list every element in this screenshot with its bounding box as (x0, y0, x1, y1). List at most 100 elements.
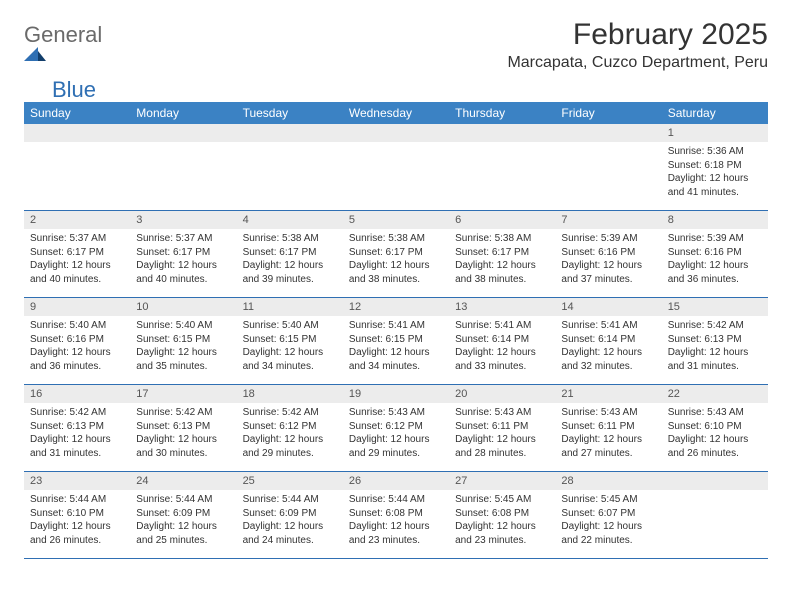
day-number: 16 (24, 385, 130, 403)
day-content: Sunrise: 5:38 AMSunset: 6:17 PMDaylight:… (343, 229, 449, 288)
daylight-line: Daylight: 12 hours and 41 minutes. (668, 172, 762, 199)
daylight-line: Daylight: 12 hours and 33 minutes. (455, 346, 549, 373)
day-content: Sunrise: 5:43 AMSunset: 6:11 PMDaylight:… (555, 403, 661, 462)
sunset-line: Sunset: 6:15 PM (136, 333, 230, 347)
day-content: Sunrise: 5:39 AMSunset: 6:16 PMDaylight:… (662, 229, 768, 288)
sunset-line: Sunset: 6:17 PM (455, 246, 549, 260)
calendar-day-cell (343, 124, 449, 211)
page-title: February 2025 (507, 18, 768, 52)
daylight-line: Daylight: 12 hours and 26 minutes. (668, 433, 762, 460)
calendar-day-cell: 1Sunrise: 5:36 AMSunset: 6:18 PMDaylight… (662, 124, 768, 211)
daylight-line: Daylight: 12 hours and 38 minutes. (455, 259, 549, 286)
sunrise-line: Sunrise: 5:38 AM (455, 232, 549, 246)
header-row: General Blue February 2025 Marcapata, Cu… (24, 18, 768, 102)
calendar-day-cell (24, 124, 130, 211)
day-content: Sunrise: 5:45 AMSunset: 6:07 PMDaylight:… (555, 490, 661, 549)
sunrise-line: Sunrise: 5:44 AM (243, 493, 337, 507)
logo-mark-icon (24, 47, 102, 61)
calendar-week-row: 9 Sunrise: 5:40 AMSunset: 6:16 PM Daylight… (24, 298, 768, 385)
calendar-page: General Blue February 2025 Marcapata, Cu… (0, 0, 792, 612)
sunset-line: Sunset: 6:12 PM (243, 420, 337, 434)
sunset-line: Sunset: 6:08 PM (349, 507, 443, 521)
day-number: 12 (343, 298, 449, 316)
calendar-day-cell: 6Sunrise: 5:38 AMSunset: 6:17 PMDaylight… (449, 211, 555, 298)
day-number (24, 124, 130, 142)
sunrise-line: Sunrise: 5:37 AM (30, 232, 124, 246)
sunrise-line: Sunrise: 5:44 AM (30, 493, 124, 507)
sunset-line: Sunset: 6:13 PM (30, 420, 124, 434)
day-number (662, 472, 768, 490)
day-header: Monday (130, 102, 236, 124)
day-header: Tuesday (237, 102, 343, 124)
sunrise-line: Sunrise: 5:41 AM (561, 319, 655, 333)
day-number (343, 124, 449, 142)
calendar-week-row: 1Sunrise: 5:36 AMSunset: 6:18 PMDaylight… (24, 124, 768, 211)
sunrise-line: Sunrise: 5:38 AM (243, 232, 337, 246)
day-content: Sunrise: 5:43 AMSunset: 6:10 PMDaylight:… (662, 403, 768, 462)
calendar-week-row: 23Sunrise: 5:44 AMSunset: 6:10 PMDayligh… (24, 472, 768, 559)
sunrise-line: Sunrise: 5:42 AM (243, 406, 337, 420)
day-number: 11 (237, 298, 343, 316)
daylight-line: Daylight: 12 hours and 38 minutes. (349, 259, 443, 286)
sunset-line: Sunset: 6:18 PM (668, 159, 762, 173)
sunset-line: Sunset: 6:09 PM (136, 507, 230, 521)
day-content (662, 490, 768, 551)
day-content: Sunrise: 5:40 AMSunset: 6:15 PMDaylight:… (237, 316, 343, 375)
calendar-day-cell: 5Sunrise: 5:38 AMSunset: 6:17 PMDaylight… (343, 211, 449, 298)
day-content: Sunrise: 5:43 AMSunset: 6:11 PMDaylight:… (449, 403, 555, 462)
sunrise-line: Sunrise: 5:43 AM (561, 406, 655, 420)
calendar-week-row: 16Sunrise: 5:42 AMSunset: 6:13 PMDayligh… (24, 385, 768, 472)
sunset-line: Sunset: 6:11 PM (455, 420, 549, 434)
day-content (237, 142, 343, 203)
day-number: 4 (237, 211, 343, 229)
sunrise-line: Sunrise: 5:43 AM (349, 406, 443, 420)
sunrise-line: Sunrise: 5:44 AM (136, 493, 230, 507)
daylight-line: Daylight: 12 hours and 23 minutes. (455, 520, 549, 547)
calendar-day-cell: 3Sunrise: 5:37 AMSunset: 6:17 PMDaylight… (130, 211, 236, 298)
sunset-line: Sunset: 6:10 PM (30, 507, 124, 521)
sunrise-line: Sunrise: 5:38 AM (349, 232, 443, 246)
sunrise-line: Sunrise: 5:43 AM (668, 406, 762, 420)
daylight-line: Daylight: 12 hours and 28 minutes. (455, 433, 549, 460)
sunrise-line: Sunrise: 5:42 AM (136, 406, 230, 420)
calendar-day-cell: 23Sunrise: 5:44 AMSunset: 6:10 PMDayligh… (24, 472, 130, 559)
sunset-line: Sunset: 6:07 PM (561, 507, 655, 521)
day-number: 15 (662, 298, 768, 316)
day-content: Sunrise: 5:38 AMSunset: 6:17 PMDaylight:… (449, 229, 555, 288)
calendar-day-cell: 14Sunrise: 5:41 AMSunset: 6:14 PMDayligh… (555, 298, 661, 385)
sunrise-line: Sunrise: 5:42 AM (668, 319, 762, 333)
day-content: Sunrise: 5:43 AMSunset: 6:12 PMDaylight:… (343, 403, 449, 462)
daylight-line: Daylight: 12 hours and 29 minutes. (243, 433, 337, 460)
day-number: 9 (24, 298, 130, 316)
day-header: Wednesday (343, 102, 449, 124)
sunset-line: Sunset: 6:10 PM (668, 420, 762, 434)
sunset-line: Sunset: 6:17 PM (30, 246, 124, 260)
day-number (555, 124, 661, 142)
day-number: 14 (555, 298, 661, 316)
logo-word2: Blue (52, 77, 96, 102)
day-content (555, 142, 661, 203)
day-content: Sunrise: 5:37 AMSunset: 6:17 PMDaylight:… (24, 229, 130, 288)
calendar-day-cell: 22Sunrise: 5:43 AMSunset: 6:10 PMDayligh… (662, 385, 768, 472)
sunrise-line: Sunrise: 5:40 AM (30, 319, 124, 333)
sunrise-line: Sunrise: 5:42 AM (30, 406, 124, 420)
daylight-line: Daylight: 12 hours and 27 minutes. (561, 433, 655, 460)
sunrise-line: Sunrise: 5:45 AM (455, 493, 549, 507)
day-content (130, 142, 236, 203)
calendar-day-cell: 26Sunrise: 5:44 AMSunset: 6:08 PMDayligh… (343, 472, 449, 559)
daylight-line: Daylight: 12 hours and 25 minutes. (136, 520, 230, 547)
calendar-day-cell: 17Sunrise: 5:42 AMSunset: 6:13 PMDayligh… (130, 385, 236, 472)
calendar-day-cell: 8Sunrise: 5:39 AMSunset: 6:16 PMDaylight… (662, 211, 768, 298)
calendar-day-cell: 21Sunrise: 5:43 AMSunset: 6:11 PMDayligh… (555, 385, 661, 472)
sunset-line: Sunset: 6:16 PM (30, 333, 124, 347)
sunset-line: Sunset: 6:17 PM (243, 246, 337, 260)
day-content (449, 142, 555, 203)
sunset-line: Sunset: 6:08 PM (455, 507, 549, 521)
daylight-line: Daylight: 12 hours and 23 minutes. (349, 520, 443, 547)
calendar-day-cell: 11Sunrise: 5:40 AMSunset: 6:15 PMDayligh… (237, 298, 343, 385)
daylight-line: Daylight: 12 hours and 30 minutes. (136, 433, 230, 460)
sunset-line: Sunset: 6:15 PM (243, 333, 337, 347)
day-content: Sunrise: 5:42 AMSunset: 6:13 PMDaylight:… (24, 403, 130, 462)
sunset-line: Sunset: 6:14 PM (455, 333, 549, 347)
sunrise-line: Sunrise: 5:39 AM (668, 232, 762, 246)
